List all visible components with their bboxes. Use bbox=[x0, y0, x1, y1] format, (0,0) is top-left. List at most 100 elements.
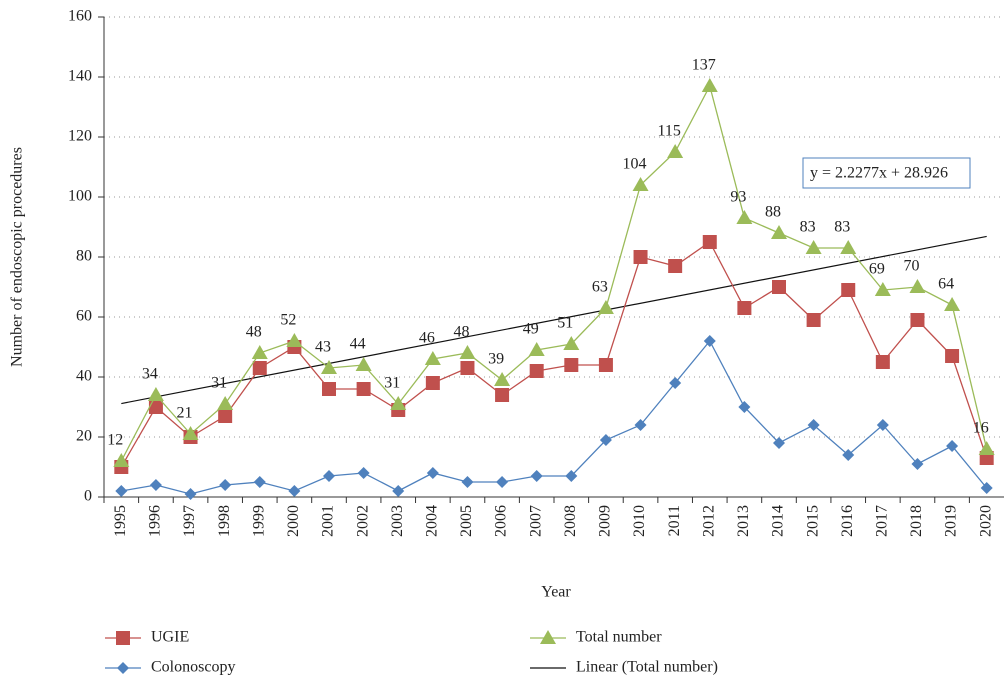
y-tick-label: 80 bbox=[76, 248, 92, 265]
marker bbox=[390, 396, 407, 410]
x-tick-label: 2011 bbox=[666, 505, 683, 536]
x-tick-label: 1997 bbox=[181, 505, 198, 537]
x-axis-label: Year bbox=[541, 584, 571, 601]
marker bbox=[564, 358, 579, 372]
marker bbox=[807, 419, 820, 431]
marker bbox=[634, 419, 647, 431]
marker bbox=[357, 467, 370, 479]
marker bbox=[668, 259, 683, 273]
marker bbox=[182, 426, 199, 440]
y-tick-label: 160 bbox=[68, 8, 92, 25]
x-tick-label: 2013 bbox=[735, 505, 752, 537]
marker bbox=[945, 349, 960, 363]
x-tick-label: 2014 bbox=[770, 505, 787, 537]
marker bbox=[909, 279, 926, 293]
marker bbox=[218, 409, 233, 423]
data-label: 137 bbox=[692, 57, 716, 74]
data-label: 64 bbox=[938, 276, 954, 293]
data-label: 115 bbox=[657, 123, 680, 140]
x-tick-label: 2004 bbox=[424, 505, 441, 537]
data-label: 93 bbox=[730, 189, 746, 206]
legend-label: Colonoscopy bbox=[151, 659, 235, 676]
marker bbox=[217, 396, 234, 410]
x-tick-label: 2003 bbox=[389, 505, 406, 537]
marker bbox=[496, 476, 509, 488]
marker bbox=[701, 78, 718, 92]
marker bbox=[910, 313, 925, 327]
marker bbox=[771, 225, 787, 239]
marker bbox=[702, 235, 717, 249]
marker bbox=[459, 345, 476, 359]
marker bbox=[219, 479, 232, 491]
data-label: 63 bbox=[592, 279, 608, 296]
marker bbox=[392, 485, 405, 497]
series-line bbox=[120, 84, 988, 462]
x-tick-label: 2010 bbox=[631, 505, 648, 537]
marker bbox=[148, 400, 163, 414]
marker bbox=[563, 336, 580, 350]
legend-item: Colonoscopy bbox=[105, 659, 235, 676]
data-label: 104 bbox=[623, 156, 647, 173]
marker bbox=[494, 372, 511, 386]
marker bbox=[461, 476, 474, 488]
x-tick-label: 1999 bbox=[250, 505, 267, 537]
marker bbox=[184, 488, 197, 500]
marker bbox=[322, 382, 336, 396]
x-tick-label: 2006 bbox=[493, 505, 510, 537]
marker bbox=[251, 345, 268, 359]
marker bbox=[115, 485, 128, 497]
x-tick-label: 2020 bbox=[977, 505, 994, 537]
data-label: 21 bbox=[177, 405, 193, 422]
marker bbox=[530, 470, 543, 482]
data-label: 69 bbox=[869, 261, 885, 278]
data-label: 51 bbox=[557, 315, 573, 332]
marker bbox=[529, 364, 544, 378]
data-label: 39 bbox=[488, 351, 504, 368]
data-label: 46 bbox=[419, 330, 435, 347]
marker bbox=[667, 144, 684, 158]
marker bbox=[946, 440, 959, 452]
legend-label: Linear (Total number) bbox=[576, 659, 718, 676]
y-tick-label: 20 bbox=[76, 428, 92, 445]
marker bbox=[737, 301, 752, 315]
data-label: 88 bbox=[765, 204, 781, 221]
x-tick-label: 1998 bbox=[216, 505, 233, 537]
marker bbox=[874, 282, 891, 296]
y-tick-label: 140 bbox=[68, 68, 92, 85]
marker bbox=[252, 361, 267, 375]
x-tick-label: 2005 bbox=[458, 505, 475, 537]
data-label: 49 bbox=[523, 321, 539, 338]
marker bbox=[495, 388, 510, 402]
x-tick-label: 2012 bbox=[700, 505, 717, 537]
data-label: 31 bbox=[384, 375, 400, 392]
x-tick-label: 2018 bbox=[908, 505, 925, 537]
x-tick-label: 1996 bbox=[147, 505, 164, 537]
legend-label: Total number bbox=[576, 629, 662, 646]
marker bbox=[426, 467, 439, 479]
marker bbox=[528, 342, 545, 356]
marker bbox=[460, 361, 475, 375]
x-tick-label: 2000 bbox=[285, 505, 302, 537]
marker bbox=[116, 631, 130, 645]
marker bbox=[703, 335, 716, 347]
marker bbox=[669, 377, 682, 389]
x-tick-label: 2017 bbox=[874, 505, 891, 537]
marker bbox=[841, 283, 856, 297]
marker bbox=[323, 470, 335, 482]
marker bbox=[540, 630, 556, 644]
marker bbox=[772, 280, 786, 294]
marker bbox=[598, 358, 613, 372]
x-tick-label: 2009 bbox=[597, 505, 614, 537]
marker bbox=[321, 360, 337, 374]
marker bbox=[356, 382, 371, 396]
marker bbox=[355, 357, 372, 371]
marker bbox=[980, 482, 993, 494]
marker bbox=[113, 453, 130, 467]
data-label: 48 bbox=[246, 324, 262, 341]
marker bbox=[875, 355, 890, 369]
equation-box bbox=[802, 157, 971, 189]
marker bbox=[288, 485, 301, 497]
marker bbox=[911, 458, 924, 470]
x-tick-label: 2016 bbox=[839, 505, 856, 537]
